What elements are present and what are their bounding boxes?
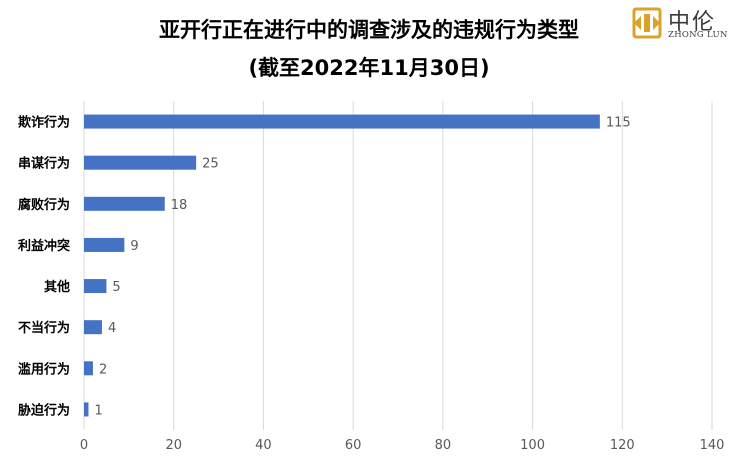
value-label: 25: [202, 157, 219, 172]
bar: [84, 361, 93, 376]
value-label: 4: [108, 321, 116, 336]
x-tick-label: 60: [345, 438, 362, 453]
x-tick-label: 120: [610, 438, 635, 453]
category-label: 利益冲突: [18, 238, 70, 254]
x-tick-label: 100: [520, 438, 545, 453]
chart-subtitle: (截至2022年11月30日): [248, 56, 490, 80]
category-label: 串谋行为: [18, 156, 70, 172]
bar: [84, 196, 165, 211]
logo-mark-icon: [632, 7, 662, 39]
x-tick-label: 20: [165, 438, 182, 453]
x-tick-label: 140: [700, 438, 725, 453]
bar: [84, 237, 125, 252]
bar: [84, 155, 197, 170]
x-tick-label: 40: [255, 438, 272, 453]
value-label: 9: [130, 239, 138, 254]
value-label: 1: [94, 403, 102, 418]
bar: [84, 114, 600, 129]
zhong-lun-logo: 中伦 ZHONG LUN: [628, 4, 734, 44]
category-label: 腐败行为: [18, 197, 70, 213]
value-label: 2: [99, 362, 107, 377]
logo-chinese-text: 中伦: [668, 10, 717, 35]
x-tick-label: 0: [80, 438, 88, 453]
bar: [84, 279, 107, 294]
bar: [84, 320, 102, 335]
value-label: 5: [112, 280, 120, 295]
chart-title: 亚开行正在进行中的调查涉及的违规行为类型: [159, 18, 579, 42]
category-label: 不当行为: [18, 320, 70, 336]
bar: [84, 402, 89, 417]
category-label: 胁迫行为: [18, 402, 70, 418]
value-label: 115: [606, 116, 631, 131]
category-label: 其他: [44, 279, 70, 295]
logo-english-text: ZHONG LUN: [668, 30, 728, 40]
category-label: 滥用行为: [18, 361, 70, 377]
x-tick-label: 80: [435, 438, 452, 453]
value-label: 18: [171, 198, 188, 213]
category-label: 欺诈行为: [18, 115, 70, 131]
